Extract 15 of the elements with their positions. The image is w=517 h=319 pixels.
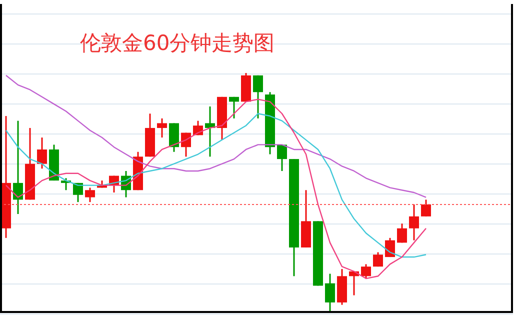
candlestick: [409, 204, 419, 242]
candlestick: [421, 198, 431, 218]
candlestick: [157, 118, 167, 138]
candlestick: [253, 74, 263, 120]
candlestick: [325, 273, 335, 312]
candlestick: [85, 186, 95, 203]
candlestick: [361, 263, 371, 280]
candlestick: [277, 144, 287, 172]
chart-title: 伦敦金60分钟走势图: [80, 30, 275, 56]
candlestick: [373, 252, 383, 268]
candlestick: [205, 106, 215, 158]
candlestick: [169, 122, 179, 153]
candlestick: [397, 222, 407, 244]
candlestick: [229, 96, 239, 120]
candlestick: [37, 136, 47, 170]
